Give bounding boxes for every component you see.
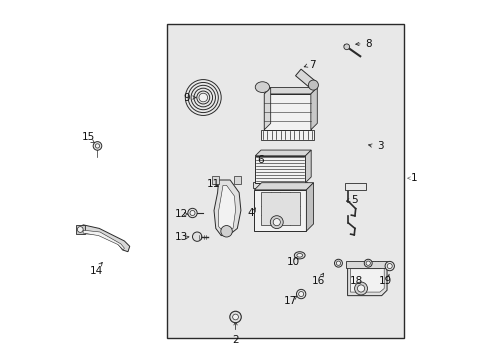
Text: 10: 10 xyxy=(286,257,299,267)
Polygon shape xyxy=(310,87,317,130)
Circle shape xyxy=(343,44,349,50)
Polygon shape xyxy=(350,267,384,292)
Bar xyxy=(260,130,314,140)
Ellipse shape xyxy=(296,253,302,257)
Polygon shape xyxy=(254,183,313,190)
Ellipse shape xyxy=(255,82,269,93)
Text: 18: 18 xyxy=(349,276,362,286)
Text: 8: 8 xyxy=(364,39,371,49)
Text: 11: 11 xyxy=(206,179,220,189)
Polygon shape xyxy=(80,225,129,252)
Polygon shape xyxy=(214,180,241,235)
Circle shape xyxy=(93,141,102,150)
Text: 16: 16 xyxy=(311,276,325,286)
Polygon shape xyxy=(264,87,317,94)
Text: 6: 6 xyxy=(257,155,264,165)
Bar xyxy=(344,183,366,190)
Circle shape xyxy=(386,264,391,269)
Circle shape xyxy=(192,232,202,241)
Polygon shape xyxy=(295,69,316,89)
Circle shape xyxy=(229,311,241,323)
Circle shape xyxy=(190,211,195,216)
Text: 13: 13 xyxy=(174,232,187,242)
Text: 1: 1 xyxy=(409,173,416,183)
Circle shape xyxy=(273,219,280,226)
Polygon shape xyxy=(306,183,313,231)
Text: 2: 2 xyxy=(232,334,238,345)
Text: 19: 19 xyxy=(378,276,391,286)
Circle shape xyxy=(95,144,100,148)
Circle shape xyxy=(232,314,238,320)
Circle shape xyxy=(354,282,367,295)
Bar xyxy=(234,176,241,184)
Circle shape xyxy=(298,292,303,297)
Polygon shape xyxy=(264,87,270,130)
Circle shape xyxy=(357,285,364,292)
Bar xyxy=(253,182,306,188)
Circle shape xyxy=(364,259,371,267)
Text: 14: 14 xyxy=(90,266,103,276)
Bar xyxy=(260,192,299,225)
Text: 7: 7 xyxy=(309,60,315,70)
Text: 12: 12 xyxy=(174,209,187,219)
Text: 15: 15 xyxy=(82,132,95,142)
Text: 17: 17 xyxy=(284,296,297,306)
Circle shape xyxy=(270,216,283,229)
Circle shape xyxy=(308,80,318,90)
Circle shape xyxy=(77,226,83,232)
Bar xyxy=(255,156,305,183)
Bar xyxy=(264,94,310,130)
Polygon shape xyxy=(255,150,310,156)
Text: 3: 3 xyxy=(376,141,383,151)
Bar xyxy=(254,190,306,231)
Text: 9: 9 xyxy=(183,93,190,103)
Polygon shape xyxy=(83,230,124,250)
Circle shape xyxy=(366,261,369,265)
Polygon shape xyxy=(305,150,310,183)
Circle shape xyxy=(334,259,342,267)
Polygon shape xyxy=(347,265,386,296)
Bar xyxy=(212,176,218,184)
Polygon shape xyxy=(218,185,235,231)
Bar xyxy=(345,261,386,268)
Circle shape xyxy=(199,93,207,102)
Ellipse shape xyxy=(294,252,305,259)
Text: 4: 4 xyxy=(247,208,254,218)
Circle shape xyxy=(187,208,197,218)
Bar xyxy=(167,24,403,338)
Circle shape xyxy=(384,261,394,271)
Circle shape xyxy=(221,226,232,237)
Text: 5: 5 xyxy=(350,195,357,205)
Circle shape xyxy=(296,289,305,299)
Bar xyxy=(76,225,85,234)
Circle shape xyxy=(336,261,340,265)
